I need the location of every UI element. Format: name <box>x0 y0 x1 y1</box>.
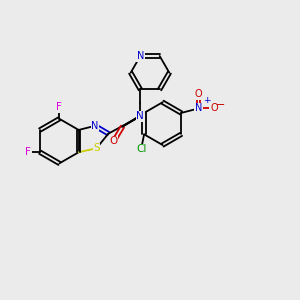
Text: Cl: Cl <box>136 144 146 154</box>
Text: S: S <box>93 143 100 153</box>
Text: N: N <box>137 51 144 61</box>
Text: N: N <box>195 103 202 113</box>
Text: O: O <box>195 89 202 99</box>
Text: F: F <box>56 102 62 112</box>
Text: O: O <box>210 103 218 113</box>
Text: F: F <box>25 147 31 157</box>
Text: N: N <box>136 111 144 121</box>
Text: N: N <box>91 121 99 131</box>
Text: +: + <box>203 96 211 105</box>
Text: −: − <box>216 100 225 110</box>
Text: O: O <box>110 136 118 146</box>
